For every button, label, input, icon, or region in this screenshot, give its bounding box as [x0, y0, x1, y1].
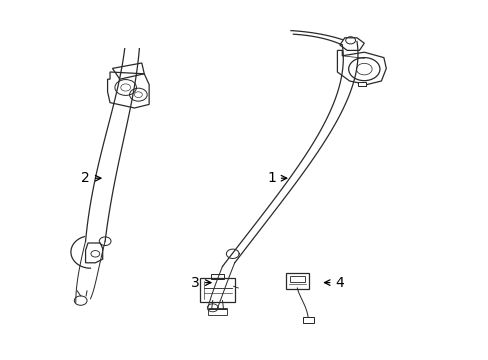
Text: 3: 3 — [191, 276, 210, 289]
Text: 4: 4 — [324, 276, 344, 289]
Text: 1: 1 — [266, 171, 286, 185]
Text: 2: 2 — [81, 171, 101, 185]
FancyBboxPatch shape — [357, 82, 365, 86]
